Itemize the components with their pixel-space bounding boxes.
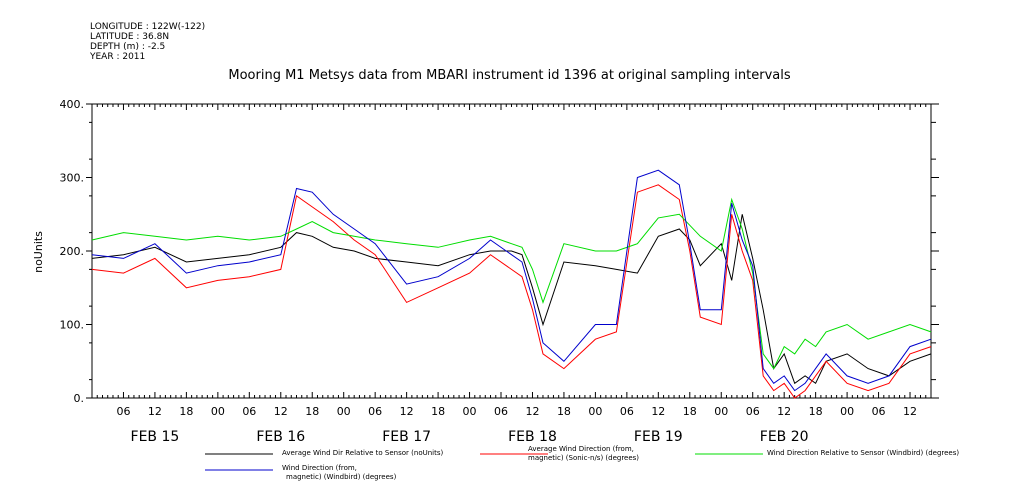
year-label: YEAR : 2011 [90,52,146,62]
x-tick-label: 12 [525,405,539,418]
legend-label-3: Wind Direction Relative to Sensor (Windb… [767,449,959,457]
chart-title: Mooring M1 Metsys data from MBARI instru… [228,68,791,83]
legend: Average Wind Dir Relative to Sensor (noU… [205,445,959,481]
x-tick-label: 06 [116,405,130,418]
latitude-label: LATITUDE : 36.8N [90,32,170,42]
legend-label-line: magnetic) (Windbird) (degrees) [286,473,397,481]
x-axis: 06 12 18 00 06 12 18 00 06 12 18 00 06 12 18 00 06 12 18 00… [116,405,917,445]
x-day-label: FEB 19 [634,429,683,445]
x-tick-label: 18 [809,405,823,418]
x-tick-label: 06 [746,405,760,418]
x-tick-label: 18 [557,405,571,418]
x-tick-label: 12 [777,405,791,418]
series-line-4 [91,169,932,392]
series-layer [91,169,932,399]
y-axis-label: noUnits [32,231,45,273]
y-tick-label: 300. [60,172,85,185]
x-day-label: FEB 18 [508,429,557,445]
x-tick-label: 18 [431,405,445,418]
x-tick-label: 06 [368,405,382,418]
x-day-label: FEB 15 [131,429,180,445]
x-tick-label: 18 [179,405,193,418]
x-tick-label: 00 [588,405,602,418]
series-line-3 [91,197,932,370]
y-tick-label: 200. [60,245,85,258]
series-line-2 [91,184,932,399]
x-day-label: FEB 16 [256,429,305,445]
legend-label-line: magnetic) (Sonic-n/s) (degrees) [528,454,639,462]
series-line-1 [91,214,932,385]
y-tick-label: 100. [60,319,85,332]
legend-label-line: Wind Direction (from, [282,464,357,472]
x-tick-label: 00 [211,405,225,418]
x-tick-label: 06 [242,405,256,418]
x-tick-label: 18 [305,405,319,418]
legend-label-4: Wind Direction (from, magnetic) (Windbird… [282,464,397,481]
x-tick-label: 00 [337,405,351,418]
x-tick-label: 00 [714,405,728,418]
metadata-block: LONGITUDE : 122W(-122) LATITUDE : 36.8N … [90,22,205,62]
x-day-label: FEB 17 [382,429,431,445]
x-tick-label: 00 [463,405,477,418]
x-tick-label: 12 [148,405,162,418]
legend-label-2: Average Wind Direction (from, magnetic) (… [528,445,639,462]
legend-label-line: Average Wind Direction (from, [528,445,634,453]
x-tick-label: 06 [872,405,886,418]
x-tick-label: 06 [494,405,508,418]
legend-label-line: Wind Direction Relative to Sensor (Windb… [767,449,959,457]
x-tick-label: 12 [651,405,665,418]
legend-label-1: Average Wind Dir Relative to Sensor (noU… [282,449,443,457]
x-day-label: FEB 20 [760,429,809,445]
legend-label-line: Average Wind Dir Relative to Sensor (noU… [282,449,443,457]
x-tick-label: 18 [683,405,697,418]
y-tick-label: 0. [74,392,85,405]
longitude-label: LONGITUDE : 122W(-122) [90,22,206,32]
x-tick-label: 06 [620,405,634,418]
depth-label: DEPTH (m) : -2.5 [90,42,166,52]
y-tick-label: 400. [60,98,85,111]
x-tick-label: 12 [274,405,288,418]
x-tick-label: 00 [840,405,854,418]
y-axis: 0. 100. 200. 300. 400. [60,98,939,405]
x-tick-label: 12 [400,405,414,418]
x-tick-label: 12 [903,405,917,418]
